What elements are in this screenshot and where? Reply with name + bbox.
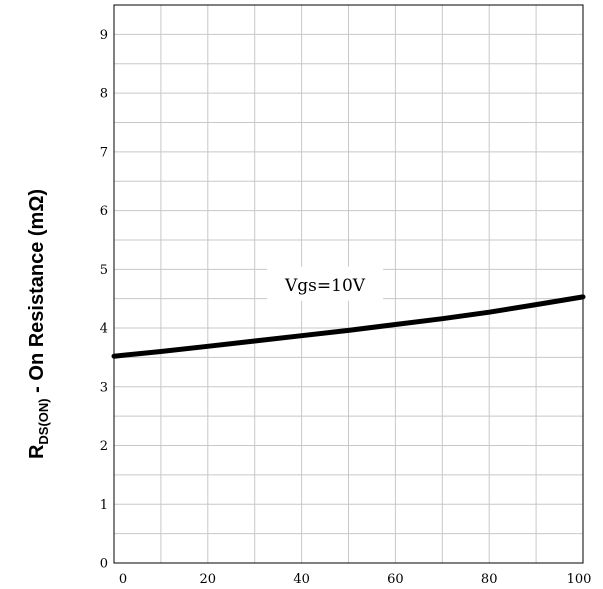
- series-line: [111, 294, 586, 359]
- x-tick-label: 80: [481, 572, 498, 587]
- y-axis-label-subscript: DS(ON): [36, 398, 51, 444]
- y-axis-label-rest: - On Resistance (mΩ): [26, 189, 48, 398]
- annotations: Vgs=10V: [267, 266, 384, 301]
- x-tick-label: 0: [119, 572, 127, 587]
- x-tick-labels: 0 20 40 60 80 100: [119, 572, 592, 587]
- y-tick-label: 1: [100, 498, 108, 513]
- y-tick-label: 5: [100, 263, 108, 278]
- y-tick-label: 9: [100, 28, 108, 43]
- y-axis-label: RDS(ON) - On Resistance (mΩ): [26, 189, 51, 459]
- annotation-background: [267, 266, 384, 301]
- y-tick-label: 2: [100, 439, 108, 454]
- y-tick-label: 3: [100, 380, 108, 395]
- y-tick-label: 6: [100, 204, 108, 219]
- x-tick-label: 60: [387, 572, 404, 587]
- series-group: [111, 294, 586, 359]
- y-tick-labels: 0 1 2 3 4 5 6 7 8 9: [100, 28, 108, 572]
- y-tick-label: 7: [100, 145, 108, 160]
- y-tick-label: 0: [100, 557, 108, 572]
- series-annotation: Vgs=10V: [284, 276, 366, 296]
- y-tick-label: 8: [100, 87, 108, 102]
- y-axis-label-main: R: [26, 444, 48, 459]
- x-tick-label: 20: [200, 572, 217, 587]
- x-tick-label: 40: [293, 572, 310, 587]
- x-tick-label: 100: [567, 572, 592, 587]
- y-tick-label: 4: [100, 322, 108, 337]
- plot-frame: [113, 4, 584, 564]
